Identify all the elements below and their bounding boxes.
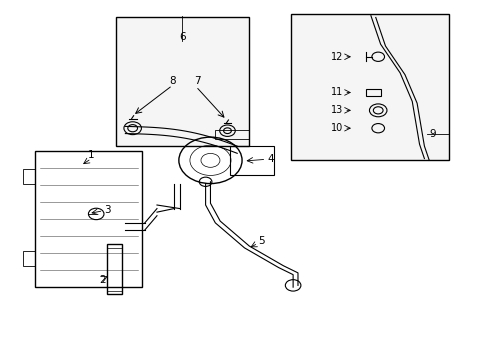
Text: 9: 9 xyxy=(429,129,436,139)
Text: 10: 10 xyxy=(330,123,342,133)
Bar xyxy=(35,152,142,287)
Bar xyxy=(107,244,122,294)
Bar xyxy=(23,251,35,266)
Text: 1: 1 xyxy=(88,150,95,160)
Bar xyxy=(229,146,273,175)
Text: 3: 3 xyxy=(104,205,110,215)
Text: 11: 11 xyxy=(330,87,342,98)
Text: 13: 13 xyxy=(330,105,342,115)
Bar xyxy=(23,169,35,184)
Bar xyxy=(116,18,249,146)
Text: 7: 7 xyxy=(194,76,200,86)
Text: 4: 4 xyxy=(267,154,274,163)
Bar xyxy=(366,89,380,96)
Text: 5: 5 xyxy=(258,236,264,246)
Text: 12: 12 xyxy=(330,52,343,62)
Bar xyxy=(290,14,448,160)
Text: 8: 8 xyxy=(169,76,176,86)
Text: 2: 2 xyxy=(99,275,105,285)
Bar xyxy=(215,130,249,139)
Text: 6: 6 xyxy=(179,32,185,42)
